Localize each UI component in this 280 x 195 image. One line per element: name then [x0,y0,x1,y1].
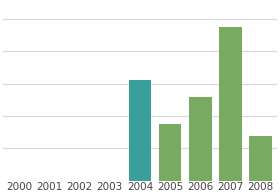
Bar [159,124,181,181]
Bar [219,27,242,181]
Bar [249,136,272,181]
Bar [129,81,151,181]
Bar [189,97,212,181]
